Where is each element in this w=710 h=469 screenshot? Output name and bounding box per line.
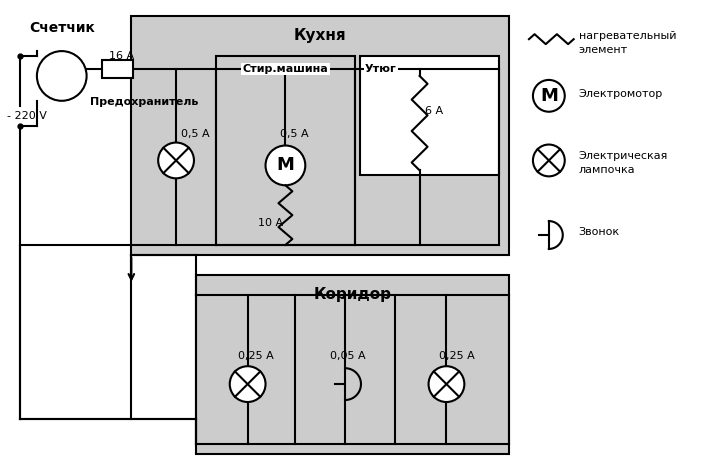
Text: Счетчик: Счетчик: [29, 21, 94, 35]
Bar: [216, 56, 355, 245]
Text: 0,5 А: 0,5 А: [181, 129, 209, 139]
Text: элемент: элемент: [579, 45, 628, 55]
Text: 16 А: 16 А: [109, 51, 135, 61]
Text: 0,05 А: 0,05 А: [330, 351, 366, 361]
Text: Коридор: Коридор: [314, 287, 391, 302]
Text: Предохранитель: Предохранитель: [89, 97, 198, 107]
Text: Стир.машина: Стир.машина: [243, 64, 328, 74]
Bar: [131, 16, 509, 255]
Text: Электромотор: Электромотор: [579, 89, 663, 99]
Text: 0,25 А: 0,25 А: [238, 351, 273, 361]
Text: Утюг: Утюг: [365, 64, 397, 74]
Text: - 220 V: - 220 V: [7, 111, 47, 121]
Circle shape: [533, 144, 564, 176]
Circle shape: [266, 145, 305, 185]
Circle shape: [158, 143, 194, 178]
Text: Звонок: Звонок: [579, 227, 620, 237]
Text: нагревательный: нагревательный: [579, 31, 676, 41]
Bar: [102, 60, 133, 78]
Text: лампочка: лампочка: [579, 166, 635, 175]
Text: Электрическая: Электрическая: [579, 151, 668, 160]
Text: 10 А: 10 А: [258, 218, 283, 228]
Text: 0,25 А: 0,25 А: [439, 351, 474, 361]
Bar: [360, 56, 499, 175]
Text: 6 А: 6 А: [425, 106, 443, 116]
Text: M: M: [540, 87, 558, 105]
Circle shape: [429, 366, 464, 402]
Text: 0,5 А: 0,5 А: [280, 129, 309, 139]
Circle shape: [230, 366, 266, 402]
Text: Кухня: Кухня: [294, 28, 346, 43]
Bar: [196, 275, 509, 454]
Text: M: M: [276, 157, 295, 174]
Circle shape: [533, 80, 564, 112]
